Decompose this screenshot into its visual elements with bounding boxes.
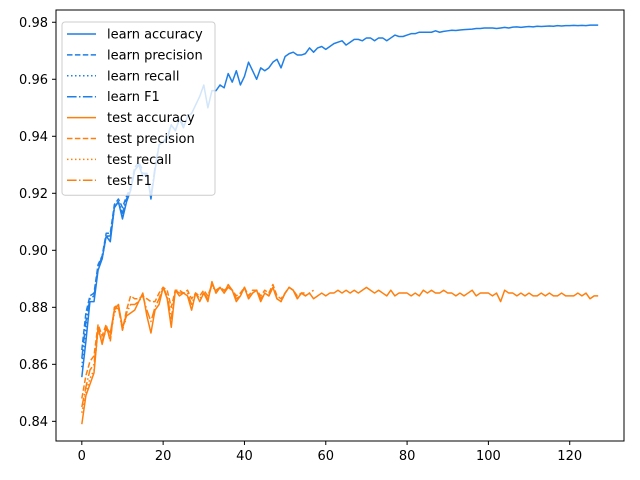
legend-box bbox=[61, 21, 216, 196]
legend-label: test precision bbox=[107, 132, 195, 147]
legend-label: learn F1 bbox=[107, 90, 160, 105]
legend-label: learn precision bbox=[107, 48, 203, 63]
y-tick-label: 0.92 bbox=[19, 187, 48, 202]
x-tick-label: 100 bbox=[476, 449, 501, 464]
series-line-test-F1 bbox=[81, 283, 315, 408]
x-tick-label: 80 bbox=[399, 449, 416, 464]
legend-label: test F1 bbox=[107, 174, 152, 189]
x-tick-label: 120 bbox=[557, 449, 582, 464]
y-tick-label: 0.90 bbox=[19, 244, 48, 259]
legend: learn accuracy learn precision learn recal… bbox=[61, 21, 216, 196]
y-axis: 0.84 0.86 0.88 0.90 0.92 0.94 0.96 0.98 bbox=[19, 16, 56, 430]
x-tick-label: 40 bbox=[236, 449, 253, 464]
y-tick-label: 0.96 bbox=[19, 73, 48, 88]
y-tick-label: 0.84 bbox=[19, 415, 48, 430]
x-tick-label: 20 bbox=[155, 449, 172, 464]
x-axis: 0 20 40 60 80 100 120 bbox=[78, 441, 582, 464]
legend-label: test recall bbox=[107, 153, 172, 168]
y-tick-label: 0.98 bbox=[19, 16, 48, 31]
x-tick-label: 0 bbox=[78, 449, 86, 464]
legend-label: test accuracy bbox=[107, 111, 195, 126]
legend-label: learn recall bbox=[107, 69, 179, 84]
plot-frame bbox=[55, 9, 625, 442]
x-tick-label: 60 bbox=[317, 449, 334, 464]
y-tick-label: 0.88 bbox=[19, 301, 48, 316]
legend-label: learn accuracy bbox=[107, 28, 203, 43]
y-tick-label: 0.86 bbox=[19, 358, 48, 373]
series-line-test-recall bbox=[81, 306, 128, 413]
y-tick-label: 0.94 bbox=[19, 130, 48, 145]
